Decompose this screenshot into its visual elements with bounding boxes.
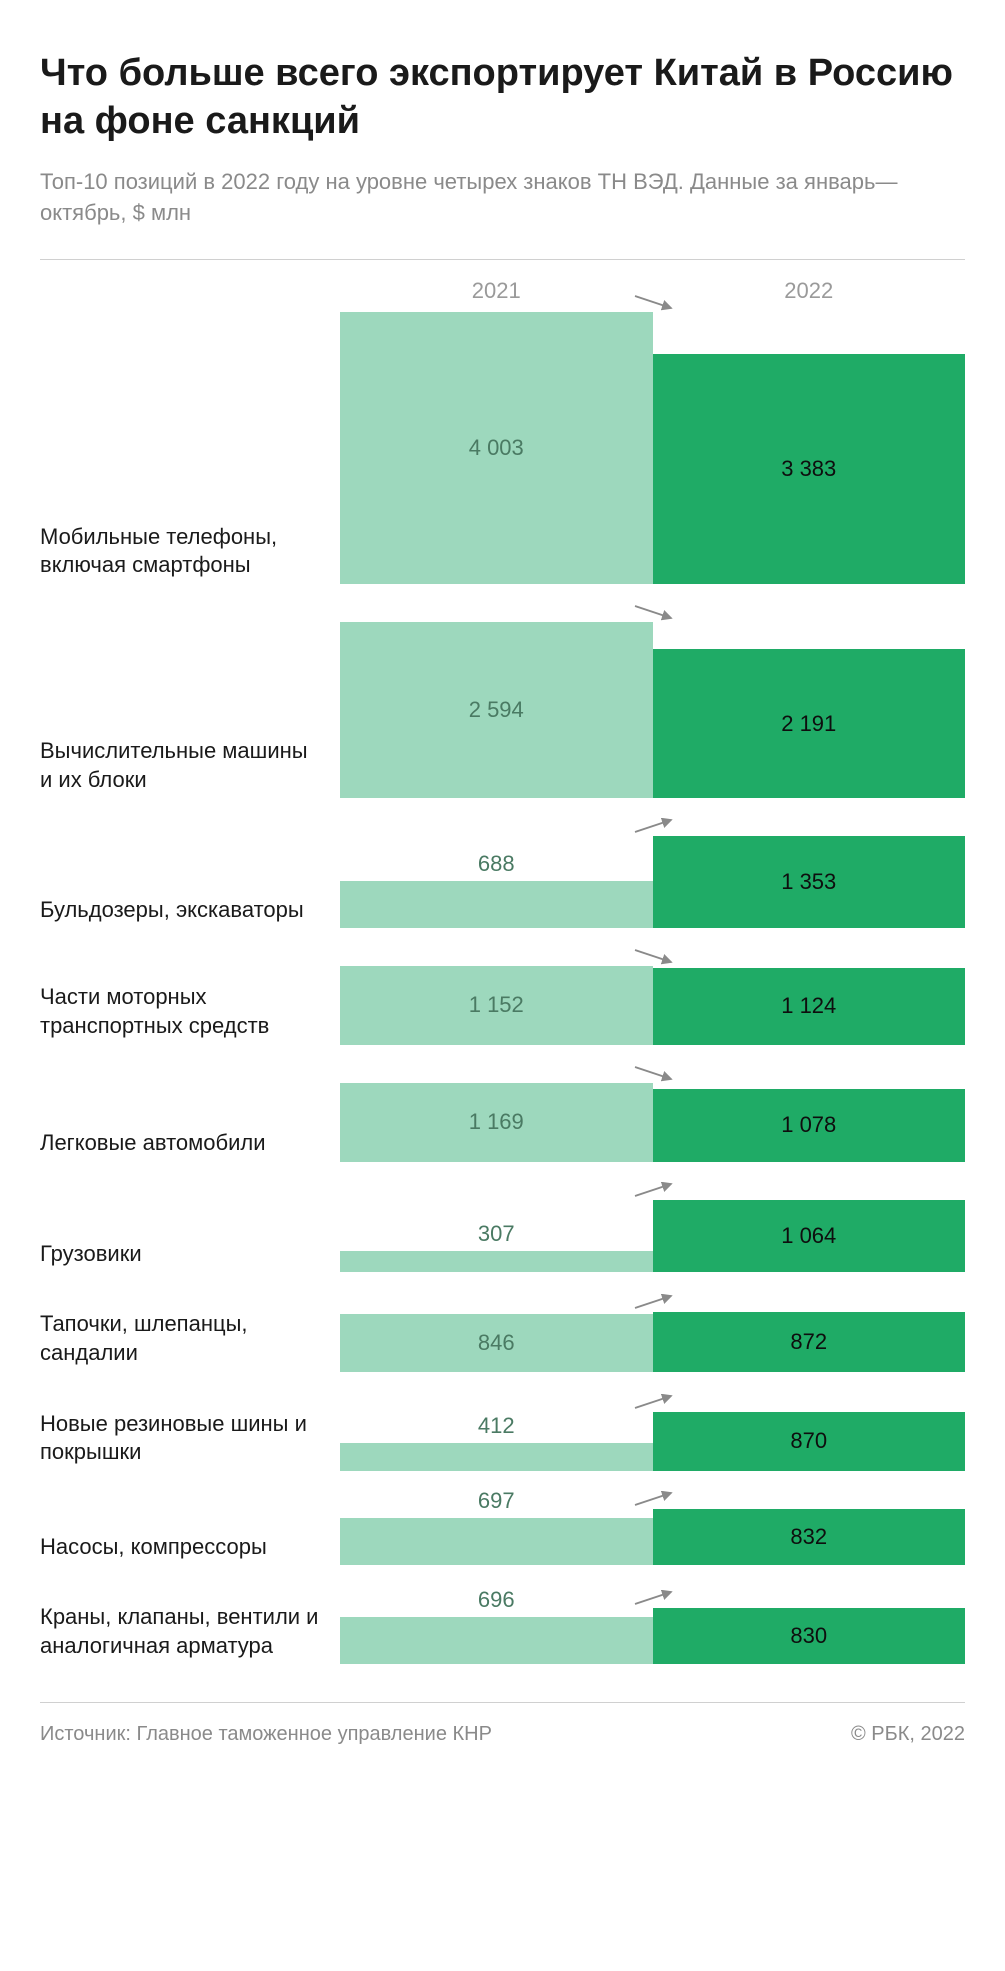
bar-2022: 872 [653,1312,966,1371]
row-bars: 6881 353 [340,836,965,928]
chart-row: Новые резиновые шины и покрышки 412870 [40,1410,965,1471]
row-label: Части моторных транспортных средств [40,983,340,1044]
bar-2022: 2 191 [653,649,966,798]
bar-2022: 830 [653,1608,966,1664]
chart-row: Бульдозеры, экскаваторы 6881 353 [40,836,965,928]
arrow-up-icon [631,1491,675,1514]
row-label: Бульдозеры, экскаваторы [40,896,340,929]
row-bars: 1 1691 078 [340,1083,965,1162]
year-2022-header: 2022 [653,278,966,304]
chart-row: Краны, клапаны, вентили и аналогичная ар… [40,1603,965,1664]
bar-2021: 4 003 [340,312,653,584]
chart-row: Мобильные телефоны, включая смартфоны 4 … [40,312,965,584]
row-label: Тапочки, шлепанцы, сандалии [40,1310,340,1371]
row-label: Легковые автомобили [40,1129,340,1162]
chart-footer: Источник: Главное таможенное управление … [40,1702,965,1746]
row-bars: 3071 064 [340,1200,965,1272]
arrow-up-icon [631,1294,675,1317]
bar-2021: 1 169 [340,1083,653,1162]
chart-row: Тапочки, шлепанцы, сандалии 846872 [40,1310,965,1371]
bar-2021: 697 [340,1518,653,1565]
row-bars: 4 0033 383 [340,312,965,584]
chart-subtitle: Топ-10 позиций в 2022 году на уровне чет… [40,167,965,229]
bar-2021: 1 152 [340,966,653,1044]
chart-rows: Мобильные телефоны, включая смартфоны 4 … [40,312,965,1665]
chart-title: Что больше всего экспортирует Китай в Ро… [40,50,965,145]
bar-2021: 2 594 [340,622,653,798]
arrow-down-icon [631,948,675,971]
arrow-up-icon [631,1590,675,1613]
bar-2022: 1 064 [653,1200,966,1272]
row-label: Вычислительные машины и их блоки [40,737,340,798]
chart-row: Насосы, компрессоры 697832 [40,1509,965,1566]
year-2021-header: 2021 [340,278,653,304]
arrow-up-icon [631,1394,675,1417]
arrow-down-icon [631,294,675,317]
row-bars: 2 5942 191 [340,622,965,798]
row-bars: 1 1521 124 [340,966,965,1044]
bar-2022: 1 353 [653,836,966,928]
bar-2022: 1 078 [653,1089,966,1162]
row-label: Новые резиновые шины и покрышки [40,1410,340,1471]
arrow-down-icon [631,1065,675,1088]
chart-row: Вычислительные машины и их блоки 2 5942 … [40,622,965,798]
chart-row: Грузовики 3071 064 [40,1200,965,1272]
divider-top [40,259,965,260]
bar-2022: 832 [653,1509,966,1566]
bar-2021: 307 [340,1251,653,1272]
arrow-up-icon [631,818,675,841]
arrow-down-icon [631,604,675,627]
bar-2021: 412 [340,1443,653,1471]
source-label: Источник: Главное таможенное управление … [40,1723,492,1746]
row-label: Насосы, компрессоры [40,1533,340,1566]
bar-2021: 846 [340,1314,653,1372]
row-bars: 846872 [340,1312,965,1371]
bar-2021: 688 [340,881,653,928]
chart-area: 2021 2022 [40,278,965,312]
bar-2022: 870 [653,1412,966,1471]
bar-2022: 1 124 [653,968,966,1044]
row-bars: 696830 [340,1608,965,1664]
row-bars: 412870 [340,1412,965,1471]
credit-label: © РБК, 2022 [851,1723,965,1746]
bar-2022: 3 383 [653,354,966,584]
arrow-up-icon [631,1182,675,1205]
bar-2021: 696 [340,1617,653,1664]
row-label: Краны, клапаны, вентили и аналогичная ар… [40,1603,340,1664]
row-label: Мобильные телефоны, включая смартфоны [40,523,340,584]
row-label: Грузовики [40,1240,340,1273]
row-bars: 697832 [340,1509,965,1566]
chart-row: Легковые автомобили 1 1691 078 [40,1083,965,1162]
chart-row: Части моторных транспортных средств 1 15… [40,966,965,1044]
